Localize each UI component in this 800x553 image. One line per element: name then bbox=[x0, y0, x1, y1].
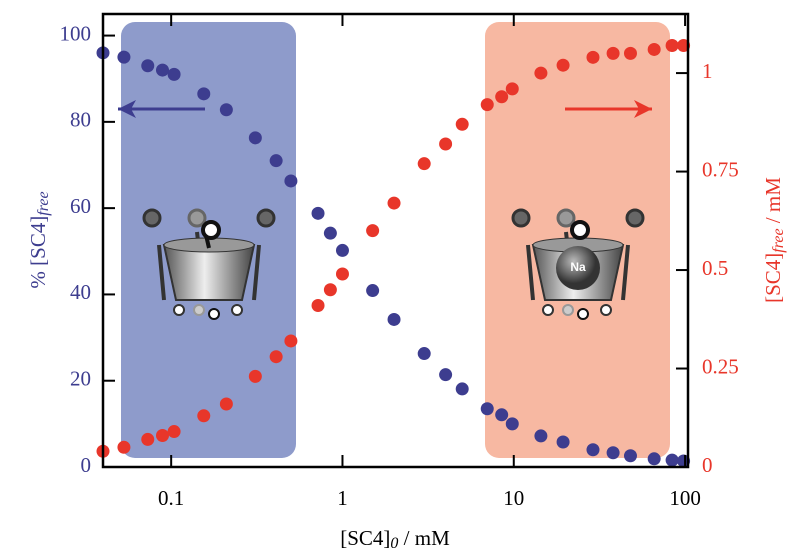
data-point bbox=[284, 334, 298, 348]
data-point bbox=[505, 82, 519, 96]
x-tick-label: 10 bbox=[503, 486, 524, 510]
y2-tick-label: 0.75 bbox=[702, 157, 739, 181]
arrow-head bbox=[118, 100, 136, 118]
data-point bbox=[269, 154, 283, 168]
ion-label: Na bbox=[570, 260, 586, 274]
data-point bbox=[647, 42, 661, 56]
data-point bbox=[219, 103, 233, 117]
x-axis-label: [SC4]0 / mM bbox=[340, 526, 450, 552]
y-tick-label: 40 bbox=[70, 280, 91, 304]
data-point bbox=[665, 453, 679, 467]
y2-label-part: [SC4] bbox=[761, 253, 785, 303]
y-tick-label: 80 bbox=[70, 108, 91, 132]
y-label-sub: free bbox=[35, 191, 52, 215]
y-tick-label: 0 bbox=[81, 453, 92, 477]
data-point bbox=[387, 312, 401, 326]
data-point bbox=[335, 267, 349, 281]
data-point bbox=[623, 449, 637, 463]
x-tick-label: 1 bbox=[337, 486, 348, 510]
data-point bbox=[647, 452, 661, 466]
data-point bbox=[117, 50, 131, 64]
data-point bbox=[155, 63, 169, 77]
data-point bbox=[323, 283, 337, 297]
x-label-part: [SC4] bbox=[340, 526, 390, 550]
data-point bbox=[248, 369, 262, 383]
y2-label-part: / mM bbox=[761, 177, 785, 229]
calixarene-icon bbox=[142, 208, 276, 320]
data-point bbox=[417, 347, 431, 361]
complex-icon: Na bbox=[511, 208, 645, 320]
data-point bbox=[248, 131, 262, 145]
data-point bbox=[586, 443, 600, 457]
data-point bbox=[387, 196, 401, 210]
data-point bbox=[480, 98, 494, 112]
data-point bbox=[366, 224, 380, 238]
data-point bbox=[311, 298, 325, 312]
data-point bbox=[556, 58, 570, 72]
data-point bbox=[455, 117, 469, 131]
data-point bbox=[141, 432, 155, 446]
data-point bbox=[455, 382, 469, 396]
x-tick-label: 0.1 bbox=[158, 486, 184, 510]
data-point bbox=[495, 408, 509, 422]
data-point bbox=[586, 50, 600, 64]
data-point bbox=[534, 429, 548, 443]
y-axis-label: % [SC4]free bbox=[26, 191, 52, 288]
data-point bbox=[269, 350, 283, 364]
y2-tick-label: 0 bbox=[702, 453, 713, 477]
data-point bbox=[167, 425, 181, 439]
data-point bbox=[284, 174, 298, 188]
x-tick-label: 100 bbox=[669, 486, 701, 510]
y2-label-sub: free bbox=[770, 228, 787, 252]
y-tick-label: 20 bbox=[70, 367, 91, 391]
data-point bbox=[534, 66, 548, 80]
data-point bbox=[197, 87, 211, 101]
data-point bbox=[335, 243, 349, 257]
x-label-sub: 0 bbox=[390, 535, 398, 552]
data-point bbox=[167, 67, 181, 81]
data-point bbox=[606, 46, 620, 60]
data-point bbox=[556, 435, 570, 449]
data-point bbox=[197, 409, 211, 423]
data-point bbox=[495, 90, 509, 104]
y2-tick-label: 0.25 bbox=[702, 354, 739, 378]
arrow-head bbox=[634, 100, 652, 118]
data-point bbox=[417, 157, 431, 171]
data-point bbox=[155, 428, 169, 442]
y-tick-label: 60 bbox=[70, 194, 91, 218]
data-point bbox=[219, 397, 233, 411]
x-label-part: / mM bbox=[398, 526, 450, 550]
y2-axis-label: [SC4]free / mM bbox=[761, 177, 787, 303]
data-point bbox=[141, 59, 155, 73]
data-point bbox=[366, 284, 380, 298]
plot-frame bbox=[101, 12, 690, 469]
y2-tick-label: 1 bbox=[702, 59, 713, 83]
data-point bbox=[606, 446, 620, 460]
data-point bbox=[480, 402, 494, 416]
data-point bbox=[323, 226, 337, 240]
y2-tick-label: 0.5 bbox=[702, 256, 728, 280]
y-label-part: % [SC4] bbox=[26, 216, 50, 289]
data-point bbox=[439, 137, 453, 151]
data-point bbox=[117, 440, 131, 454]
data-point bbox=[439, 368, 453, 382]
data-point bbox=[505, 417, 519, 431]
data-point bbox=[665, 39, 679, 53]
data-point bbox=[623, 46, 637, 60]
y-tick-label: 100 bbox=[60, 21, 92, 45]
data-point bbox=[311, 206, 325, 220]
